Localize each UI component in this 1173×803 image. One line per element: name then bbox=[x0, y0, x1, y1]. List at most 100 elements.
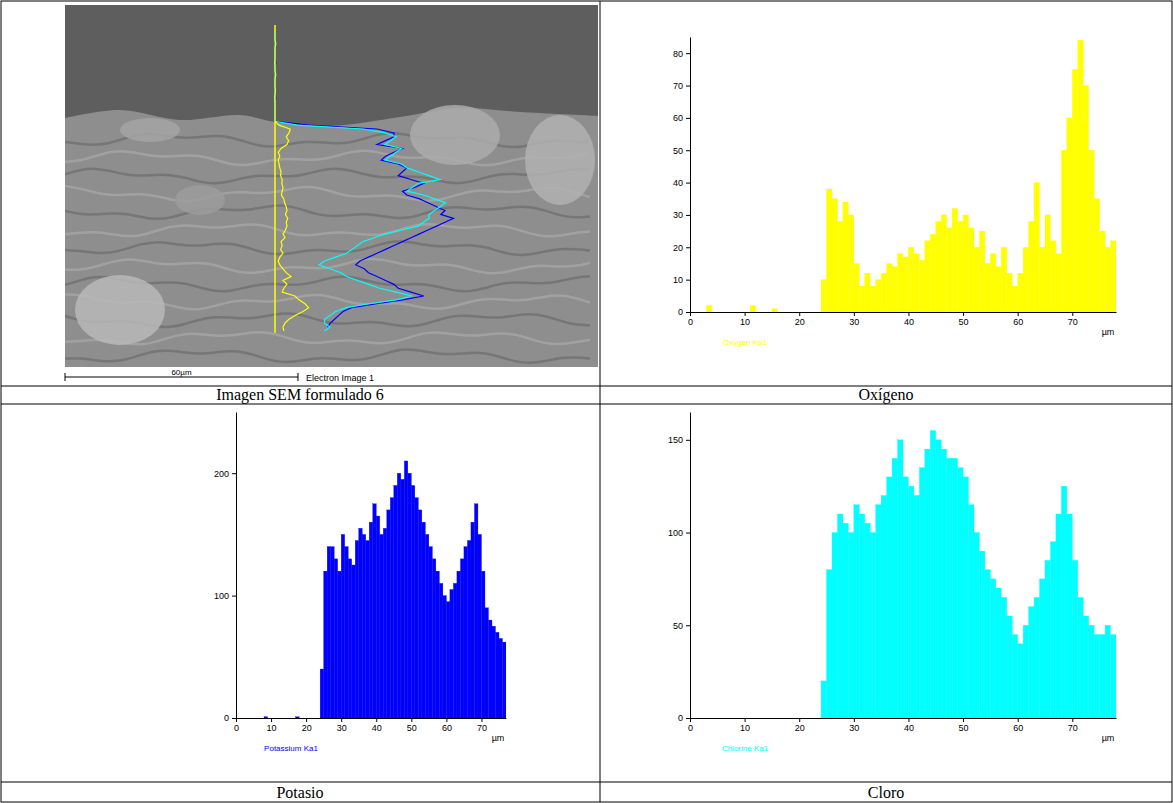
bar bbox=[397, 473, 401, 718]
bar bbox=[1111, 635, 1116, 718]
x-tick-label: 20 bbox=[302, 723, 312, 733]
scan-profile bbox=[275, 32, 446, 331]
bar bbox=[250, 718, 254, 719]
bar bbox=[936, 221, 941, 312]
caption: Imagen SEM formulado 6 bbox=[216, 386, 384, 404]
bar bbox=[919, 260, 924, 312]
bar bbox=[706, 306, 711, 312]
x-tick-mark bbox=[745, 312, 746, 316]
bar bbox=[734, 718, 739, 719]
bar bbox=[717, 718, 722, 719]
y-tick-label: 40 bbox=[673, 178, 683, 188]
bar bbox=[331, 547, 335, 718]
x-tick-label: 40 bbox=[904, 317, 914, 327]
y-axis-line bbox=[690, 38, 691, 313]
x-tick-mark bbox=[341, 718, 342, 722]
bar bbox=[1012, 635, 1017, 718]
bar bbox=[327, 547, 331, 718]
x-tick-label: 0 bbox=[688, 317, 693, 327]
series-label: Oxygen Ka1 bbox=[723, 338, 768, 347]
y-tick: 30 bbox=[673, 210, 690, 220]
bar bbox=[979, 231, 984, 312]
bar bbox=[1111, 241, 1116, 312]
bar bbox=[941, 215, 946, 312]
bar bbox=[1040, 579, 1045, 718]
bar bbox=[739, 718, 744, 719]
x-tick: 10 bbox=[267, 718, 277, 733]
bar bbox=[783, 718, 788, 719]
bar bbox=[1083, 616, 1088, 718]
bar bbox=[898, 440, 903, 718]
bar bbox=[261, 718, 265, 719]
bar bbox=[292, 718, 296, 719]
bar bbox=[436, 571, 440, 718]
bar bbox=[745, 312, 750, 313]
y-tick-mark bbox=[686, 312, 690, 313]
sem-texture bbox=[525, 115, 595, 205]
x-tick: 20 bbox=[795, 718, 805, 733]
bar bbox=[837, 514, 842, 718]
bar bbox=[832, 533, 837, 718]
y-tick-label: 70 bbox=[673, 81, 683, 91]
bar bbox=[471, 522, 475, 718]
bar bbox=[739, 312, 744, 313]
bar bbox=[766, 312, 771, 313]
bar bbox=[278, 718, 282, 719]
image-label: Electron Image 1 bbox=[306, 373, 374, 383]
bar bbox=[1001, 247, 1006, 312]
caption: Cloro bbox=[868, 784, 904, 801]
y-tick-label: 150 bbox=[668, 435, 683, 445]
x-tick: 70 bbox=[1068, 718, 1078, 733]
x-tick-mark bbox=[854, 718, 855, 722]
bar bbox=[1078, 40, 1083, 312]
bar bbox=[974, 533, 979, 718]
bar bbox=[310, 718, 314, 719]
chart: 010203040506070050100150µmChlorine Ka1 bbox=[668, 413, 1117, 754]
bar bbox=[429, 547, 433, 718]
x-tick: 30 bbox=[849, 312, 859, 327]
x-tick-label: 60 bbox=[442, 723, 452, 733]
bar bbox=[1012, 286, 1017, 312]
y-tick-label: 50 bbox=[673, 621, 683, 631]
bar bbox=[859, 514, 864, 718]
bar bbox=[772, 309, 777, 312]
bar bbox=[373, 504, 377, 718]
scale-bar: 60µm bbox=[65, 368, 298, 382]
bar bbox=[695, 312, 700, 313]
x-tick-mark bbox=[690, 718, 691, 722]
bar bbox=[903, 257, 908, 312]
y-tick-label: 60 bbox=[673, 113, 683, 123]
series-label: Chlorine Ka1 bbox=[722, 744, 769, 753]
bar bbox=[919, 468, 924, 718]
bar bbox=[320, 669, 324, 718]
y-tick-mark bbox=[686, 118, 690, 119]
x-tick-label: 40 bbox=[372, 723, 382, 733]
x-tick-mark bbox=[963, 718, 964, 722]
sem-texture bbox=[75, 275, 165, 345]
bar bbox=[892, 267, 897, 312]
x-tick-label: 70 bbox=[477, 723, 487, 733]
x-tick: 70 bbox=[1068, 312, 1078, 327]
x-tick-label: 20 bbox=[795, 723, 805, 733]
bar bbox=[457, 571, 461, 718]
bar bbox=[963, 215, 968, 312]
bar bbox=[460, 559, 464, 718]
bar bbox=[848, 215, 853, 312]
bar bbox=[390, 498, 394, 718]
caption: Oxígeno bbox=[858, 386, 913, 404]
y-tick: 60 bbox=[673, 113, 690, 123]
bar bbox=[734, 312, 739, 313]
bar bbox=[1023, 625, 1028, 718]
bar bbox=[285, 718, 289, 719]
x-tick-label: 0 bbox=[234, 723, 239, 733]
sem-sample bbox=[65, 108, 598, 367]
x-axis-line bbox=[691, 312, 1117, 313]
bar bbox=[788, 312, 793, 313]
bar bbox=[341, 534, 345, 718]
y-tick: 0 bbox=[678, 307, 690, 317]
bar bbox=[1094, 199, 1099, 312]
bar bbox=[761, 718, 766, 719]
bar bbox=[756, 312, 761, 313]
y-tick: 0 bbox=[678, 713, 690, 723]
bar bbox=[887, 477, 892, 718]
